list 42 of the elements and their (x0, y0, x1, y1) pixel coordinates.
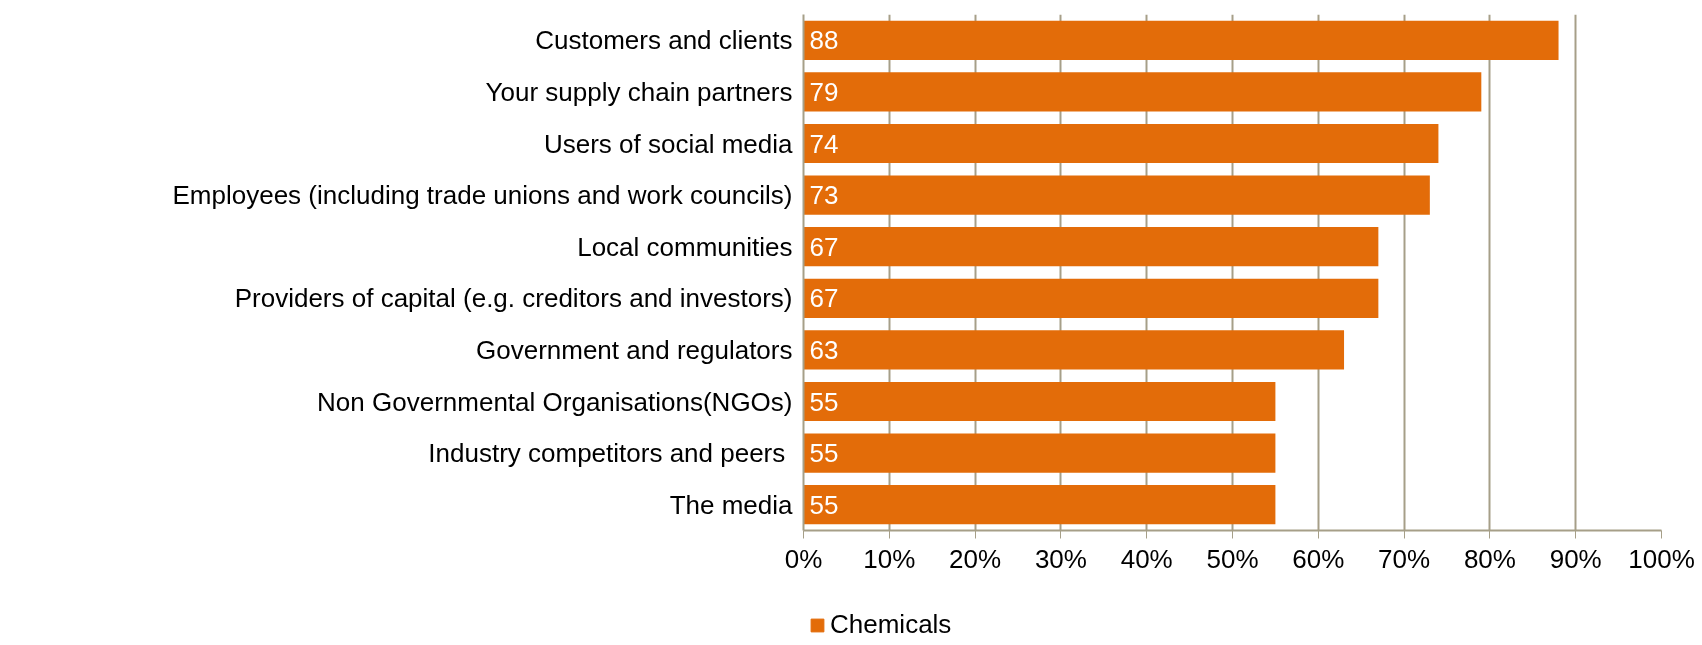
x-tick-label: 80% (1463, 543, 1516, 574)
y-tick-label: The media (669, 489, 794, 520)
y-tick-label: Government and regulators (475, 334, 793, 365)
data-label: 74 (809, 128, 839, 159)
y-tick-label: Employees (including trade unions and work councils) (172, 180, 793, 211)
bar (803, 123, 1439, 164)
data-label: 55 (809, 489, 839, 520)
data-label: 55 (809, 438, 839, 469)
x-tick-label: 20% (949, 543, 1002, 574)
x-tick-label: 40% (1120, 543, 1173, 574)
bar (803, 72, 1482, 112)
y-tick-label: Industry competitors and peers (428, 438, 786, 469)
data-label: 55 (809, 386, 839, 417)
bar (803, 330, 1345, 370)
x-tick-label: 50% (1206, 543, 1259, 574)
x-tick-label: 0% (784, 543, 823, 574)
bar (803, 20, 1559, 60)
legend-label: Chemicals (830, 609, 952, 640)
y-tick-label: Customers and clients (535, 25, 793, 56)
data-label: 79 (809, 76, 839, 107)
bar (803, 381, 1276, 422)
bar (803, 175, 1430, 215)
x-tick-label: 90% (1549, 543, 1602, 574)
bar (803, 227, 1379, 267)
x-tick-label: 60% (1292, 543, 1345, 574)
y-tick-label: Providers of capital (e.g. creditors and investors) (234, 283, 793, 314)
x-tick-label: 10% (863, 543, 916, 574)
data-label: 88 (809, 25, 839, 56)
y-tick-label: Local communities (577, 231, 793, 262)
x-tick-label: 100% (1628, 543, 1695, 574)
data-label: 73 (809, 180, 839, 211)
bar (803, 278, 1379, 318)
data-label: 67 (809, 231, 839, 262)
y-tick-label: Non Governmental Organisations(NGOs) (317, 386, 793, 417)
y-tick-label: Users of social media (543, 128, 794, 159)
y-tick-label: Your supply chain partners (485, 76, 793, 107)
bar (803, 485, 1276, 525)
x-tick-label: 30% (1034, 543, 1087, 574)
bar (803, 433, 1276, 473)
data-label: 67 (809, 283, 839, 314)
x-tick-label: 70% (1378, 543, 1431, 574)
data-label: 63 (809, 334, 839, 365)
